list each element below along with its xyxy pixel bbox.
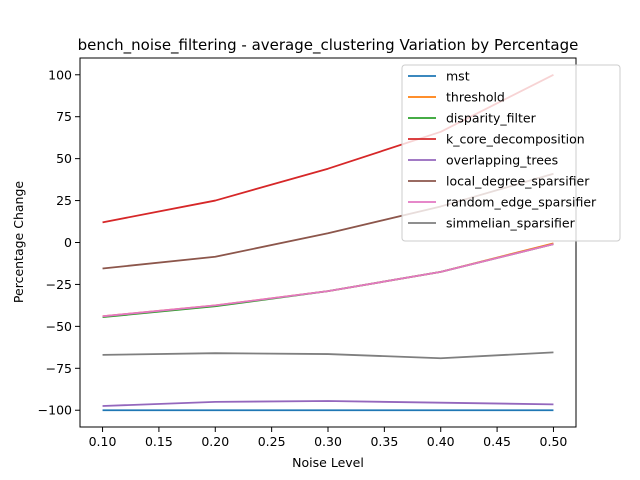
x-tick-label: 0.25	[258, 434, 286, 449]
x-tick-label: 0.45	[483, 434, 511, 449]
legend-label-mst: mst	[446, 69, 470, 84]
x-tick-label: 0.35	[370, 434, 398, 449]
x-tick-label: 0.15	[145, 434, 173, 449]
y-tick-label: −25	[46, 277, 72, 292]
legend-label-random-edge-sparsifier: random_edge_sparsifier	[446, 195, 597, 210]
legend-label-disparity-filter: disparity_filter	[446, 111, 537, 126]
series-layer	[102, 73, 554, 412]
series-line-overlapping-trees	[102, 400, 554, 407]
legend-label-simmelian-sparsifier: simmelian_sparsifier	[446, 216, 576, 231]
series-line-random-edge-sparsifier	[102, 243, 554, 318]
y-tick-label: 100	[48, 67, 72, 82]
legend-label-threshold: threshold	[446, 90, 505, 105]
y-tick-label: −50	[46, 319, 72, 334]
legend-label-overlapping-trees: overlapping_trees	[446, 153, 558, 168]
y-tick-label: 50	[56, 151, 72, 166]
x-tick-label: 0.20	[201, 434, 229, 449]
legend: mst threshold disparity_filter k_core_decom…	[401, 64, 621, 242]
legend-box	[401, 64, 621, 242]
x-tick-label: 0.40	[427, 434, 455, 449]
series-line-threshold	[102, 242, 554, 318]
x-tick-label: 0.10	[89, 434, 117, 449]
x-tick-label: 0.50	[540, 434, 568, 449]
series-line-disparity-filter	[102, 243, 554, 319]
y-tick-label: −100	[38, 403, 72, 418]
x-axis: 0.10 0.15 0.20 0.25 0.30 0.35 0.40 0.45 0.50	[89, 427, 568, 449]
legend-label-k-core-decomposition: k_core_decomposition	[446, 132, 585, 147]
legend-label-local-degree-sparsifier: local_degree_sparsifier	[446, 174, 590, 189]
x-tick-label: 0.30	[314, 434, 342, 449]
y-tick-label: 75	[56, 109, 72, 124]
y-tick-label: −75	[46, 361, 72, 376]
y-axis-title: Percentage Change	[11, 181, 26, 303]
series-line-simmelian-sparsifier	[102, 351, 554, 360]
y-tick-label: 0	[64, 235, 72, 250]
x-axis-title: Noise Level	[292, 455, 364, 470]
chart-title: bench_noise_filtering - average_clusteri…	[78, 36, 579, 55]
y-axis: −100 −75 −50 −25 0 25 50 75 100	[38, 67, 80, 418]
y-tick-label: 25	[56, 193, 72, 208]
